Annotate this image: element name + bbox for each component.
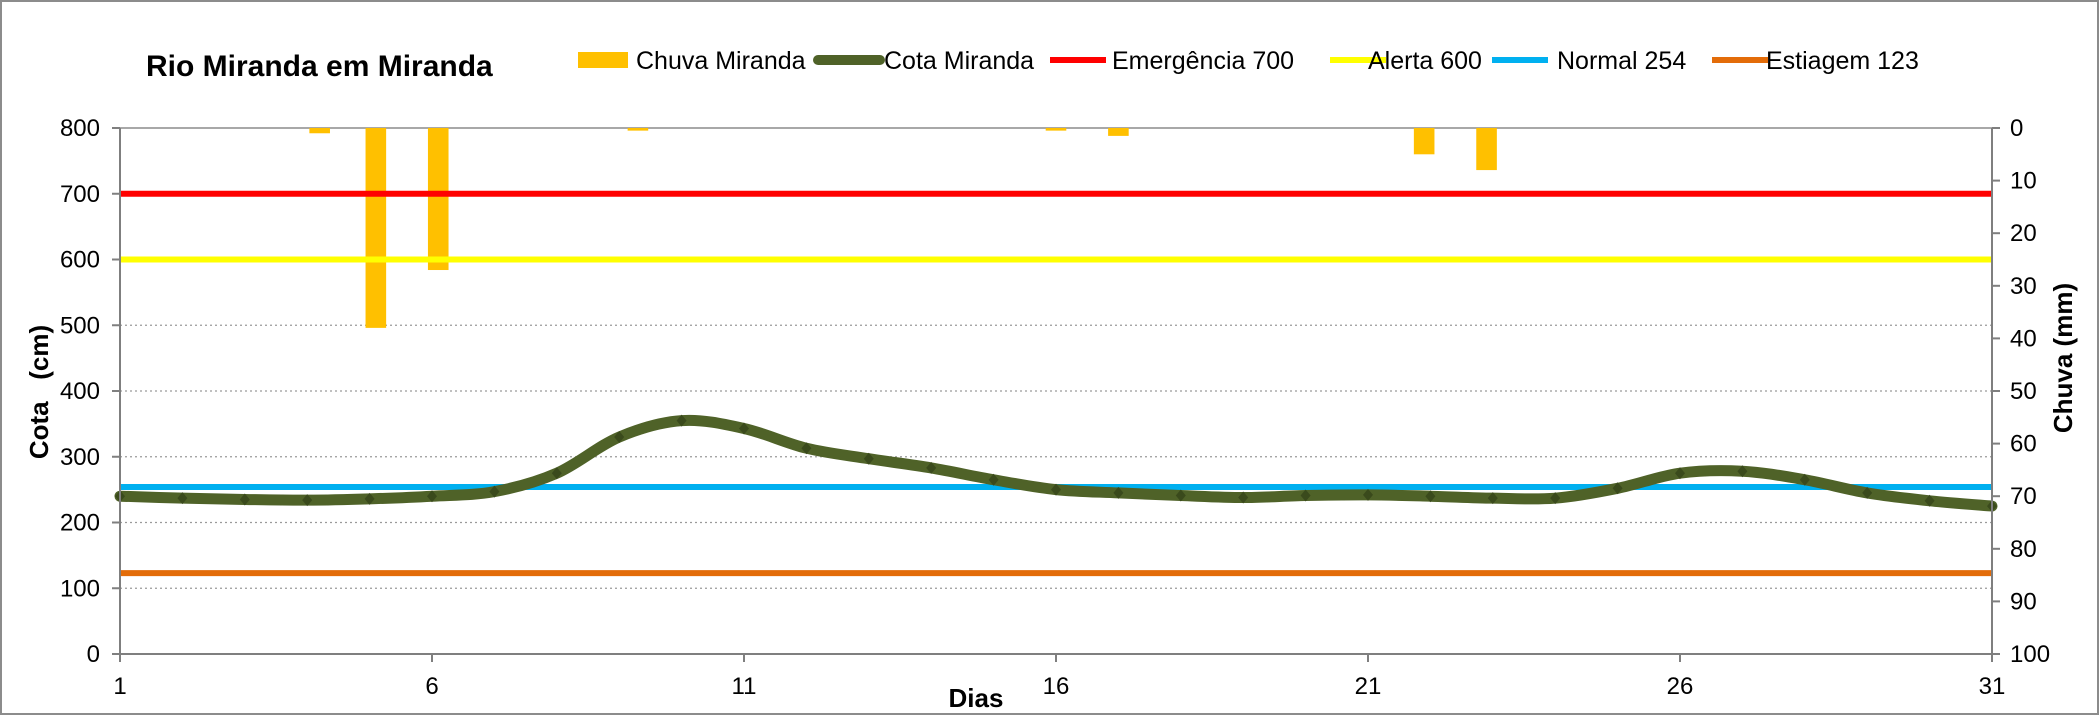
- y-tick-label: 700: [60, 181, 100, 208]
- rain-bar: [1413, 128, 1435, 155]
- rain-bar: [1476, 128, 1497, 171]
- y-tick-label: 300: [60, 444, 100, 471]
- cota-point: [1175, 489, 1186, 502]
- cota-point: [739, 422, 749, 435]
- legend: Chuva Miranda Cota Miranda Emergência 700 A…: [578, 47, 1919, 75]
- y2-tick-label: 40: [2010, 325, 2037, 352]
- y2-tick-label: 60: [2010, 431, 2037, 458]
- rain-bar: [1108, 128, 1129, 136]
- cota-point: [302, 494, 313, 507]
- x-tick-label: 21: [1355, 673, 1382, 700]
- cota-point: [1550, 492, 1561, 505]
- cota-point: [1238, 491, 1249, 504]
- y2-tick-label: 10: [2010, 168, 2037, 195]
- y-axis-title: Cota (cm): [24, 325, 54, 459]
- chart-title: Rio Miranda em Miranda: [146, 50, 493, 83]
- y-tick-label: 500: [60, 312, 100, 339]
- cota-point: [1924, 494, 1935, 507]
- cota-point: [1487, 492, 1498, 505]
- cota-point: [427, 490, 437, 503]
- x-tick-label: 11: [732, 673, 757, 700]
- y-tick-label: 600: [60, 247, 100, 274]
- y-tick-label: 400: [60, 378, 100, 405]
- legend-label-rain: Chuva Miranda: [636, 47, 806, 75]
- cota-point: [489, 485, 500, 498]
- legend-swatch-rain: [578, 52, 628, 68]
- rain-bar: [1045, 128, 1067, 131]
- cota-point: [1300, 489, 1311, 502]
- y2-tick-label: 20: [2010, 220, 2037, 247]
- legend-label-reference: Alerta 600: [1368, 47, 1482, 75]
- cota-point: [1675, 467, 1685, 480]
- y2-tick-label: 50: [2010, 378, 2037, 405]
- reference-lines: [120, 190, 1992, 577]
- cota-point: [177, 492, 188, 505]
- cota-point: [1363, 488, 1373, 501]
- cota-point: [863, 452, 874, 465]
- y2-tick-label: 90: [2010, 588, 2037, 615]
- y2-tick-label: 30: [2010, 273, 2037, 300]
- legend-label-reference: Estiagem 123: [1766, 47, 1919, 75]
- y-tick-label: 0: [87, 641, 100, 668]
- rain-bar: [365, 128, 387, 328]
- x-axis-title: Dias: [949, 683, 1004, 713]
- axes: [112, 127, 2000, 662]
- rain-bar: [309, 128, 330, 134]
- rain-bar: [627, 128, 649, 131]
- rain-bar: [427, 128, 449, 271]
- cota-point: [801, 442, 812, 455]
- cota-point: [1737, 465, 1748, 478]
- tick-labels: 0 100 200 300 400 500 600 700 800 0 10 20 30 40 50 60 70…: [60, 115, 2050, 700]
- y-tick-label: 200: [60, 510, 100, 537]
- series-lines: [114, 414, 1998, 513]
- x-tick-label: 31: [1979, 673, 2006, 700]
- cota-point: [551, 467, 562, 480]
- y2-axis-title: Chuva (mm): [2048, 283, 2078, 433]
- x-tick-label: 1: [113, 673, 126, 700]
- cota-point: [1113, 486, 1124, 499]
- cota-point: [926, 461, 937, 474]
- cota-point: [1612, 482, 1623, 495]
- legend-label-cota: Cota Miranda: [884, 47, 1034, 75]
- cota-point: [1051, 483, 1061, 496]
- x-tick-label: 16: [1043, 673, 1070, 700]
- cota-point: [1862, 486, 1873, 499]
- rain-bars: [309, 128, 1497, 328]
- cota-point: [614, 431, 625, 444]
- cota-point: [1799, 473, 1810, 486]
- y2-tick-label: 0: [2010, 115, 2023, 142]
- x-tick-label: 6: [425, 673, 438, 700]
- y2-tick-label: 70: [2010, 483, 2037, 510]
- cota-point: [1425, 490, 1436, 503]
- cota-point: [239, 493, 250, 506]
- cota-point: [676, 414, 687, 427]
- legend-label-reference: Normal 254: [1557, 47, 1686, 75]
- y2-tick-label: 100: [2010, 641, 2050, 668]
- cota-point: [988, 473, 999, 486]
- y2-tick-label: 80: [2010, 536, 2037, 563]
- y-tick-label: 100: [60, 575, 100, 602]
- legend-label-reference: Emergência 700: [1112, 47, 1294, 75]
- cota-point: [364, 492, 375, 505]
- x-tick-label: 26: [1667, 673, 1694, 700]
- y-tick-label: 800: [60, 115, 100, 142]
